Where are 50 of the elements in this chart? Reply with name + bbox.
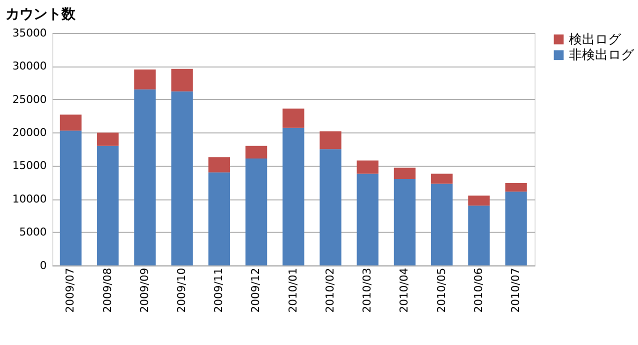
x-tick-label: 2010/03 (360, 268, 374, 313)
bar (394, 179, 416, 266)
bar (282, 128, 304, 266)
legend-label: 検出ログ (569, 32, 622, 48)
x-tick-label: 2010/06 (472, 268, 485, 313)
bar (356, 174, 378, 266)
bar (505, 183, 527, 192)
x-tick-label: 2009/11 (212, 268, 226, 313)
bar (134, 70, 156, 90)
y-tick-label: 10000 (12, 192, 47, 206)
bar (505, 192, 527, 266)
bar (60, 114, 82, 131)
bar (468, 196, 490, 206)
x-tick-label: 2009/07 (64, 268, 77, 313)
bar (171, 91, 193, 266)
bar (320, 149, 342, 266)
bar (356, 160, 378, 174)
bar (134, 89, 156, 266)
x-tick-label: 2010/02 (323, 268, 336, 313)
x-tick-label: 2010/07 (509, 268, 522, 313)
y-axis-title: カウント数 (5, 6, 76, 23)
x-tick-label: 2010/05 (434, 268, 448, 313)
bar (282, 108, 304, 128)
bar (171, 68, 193, 92)
y-tick-label: 15000 (12, 159, 47, 172)
bar (468, 206, 490, 266)
y-tick-label: 35000 (12, 26, 47, 40)
y-tick-label: 25000 (12, 92, 47, 106)
y-tick-label: 0 (40, 258, 47, 272)
bar (320, 131, 342, 150)
x-tick-label: 2009/09 (138, 268, 151, 313)
bar (60, 130, 82, 266)
bar (97, 146, 119, 266)
bar (245, 146, 268, 158)
bar (245, 158, 268, 266)
y-tick-label: 20000 (12, 126, 47, 140)
y-tick-label: 5000 (19, 226, 47, 239)
x-tick-label: 2010/04 (398, 268, 411, 313)
x-tick-label: 2009/08 (100, 268, 114, 313)
bar (208, 172, 230, 266)
legend-label: 非検出ログ (569, 48, 636, 64)
x-tick-label: 2009/10 (175, 268, 188, 313)
bar (431, 174, 453, 184)
x-tick-label: 2010/01 (286, 268, 300, 313)
bar (97, 132, 119, 146)
x-tick-label: 2009/12 (249, 268, 262, 313)
y-tick-label: 30000 (12, 60, 47, 73)
bar (208, 157, 230, 172)
bar (431, 184, 453, 266)
bar (394, 168, 416, 180)
